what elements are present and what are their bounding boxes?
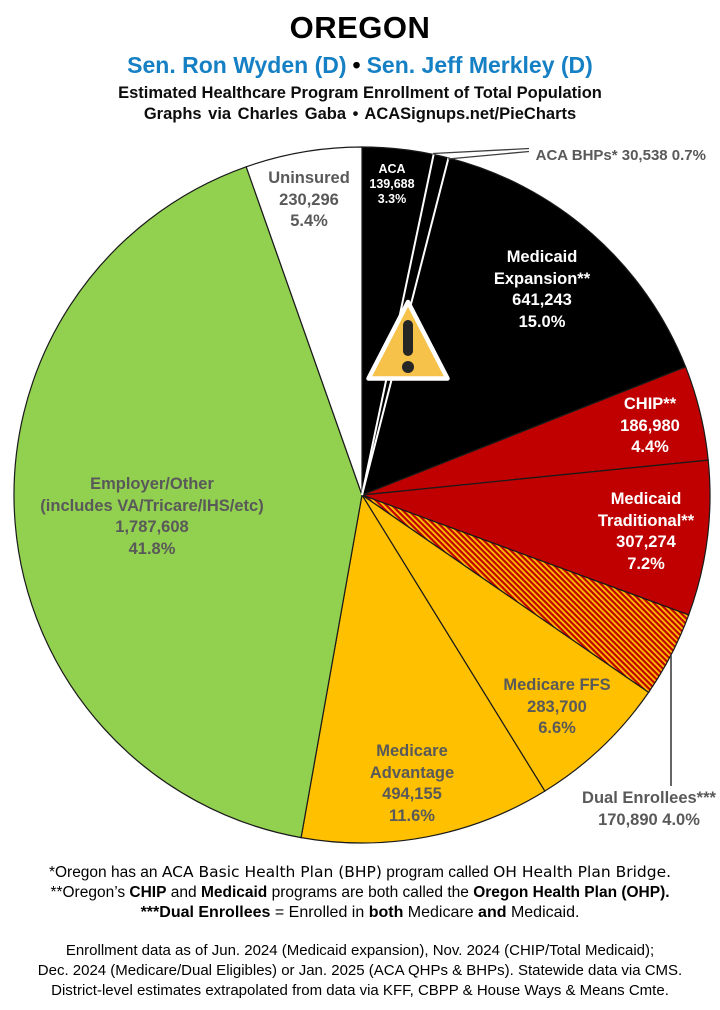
source-line-2: Dec. 2024 (Medicare/Dual Eligibles) or J…	[37, 962, 683, 979]
pie-chart: Uninsured 230,296 5.4% ACA 139,688 3.3% …	[0, 140, 720, 860]
pie-segment-employer-other	[13, 166, 363, 839]
pie-segment-medicaid-expansion	[361, 157, 687, 496]
footnote-bhp: *Oregon has an ACA Basic Health Plan (BH…	[48, 863, 672, 881]
pie-segment-medicare-advantage	[300, 493, 546, 844]
page-title: OREGON	[289, 10, 431, 45]
pie-segment-medicare-ffs	[361, 494, 650, 792]
chart-subtitle: Estimated Healthcare Program Enrollment …	[118, 84, 602, 102]
source-line-1: Enrollment data as of Jun. 2024 (Medicai…	[65, 942, 655, 959]
warning-exclamation-bar	[403, 320, 413, 356]
header: OREGON Sen. Ron Wyden (D) • Sen. Jeff Merk…	[0, 0, 720, 124]
senators-line: Sen. Ron Wyden (D) • Sen. Jeff Merkley (D)	[0, 52, 720, 79]
source-note: Enrollment data as of Jun. 2024 (Medicai…	[0, 941, 720, 1001]
bhp-leader-line-lower	[447, 150, 530, 160]
source-line-3: District-level estimates extrapolated fr…	[51, 982, 669, 999]
footnote-dual: ***Dual Enrollees = Enrolled in both Med…	[140, 904, 580, 921]
warning-exclamation-dot	[402, 361, 414, 373]
senator-1: Sen. Ron Wyden (D)	[127, 52, 347, 78]
senator-2: Sen. Jeff Merkley (D)	[366, 52, 593, 78]
bullet-separator: •	[352, 52, 361, 78]
chart-credit: Graphs via Charles Gaba • ACASignups.net…	[143, 105, 577, 123]
bhp-leader-line-upper	[432, 147, 530, 155]
warning-icon	[366, 299, 450, 381]
pie-svg	[13, 146, 711, 844]
footnotes: *Oregon has an ACA Basic Health Plan (BH…	[0, 862, 720, 923]
pie-segment-medicaid-traditional	[361, 459, 711, 616]
pie-segment-uninsured	[245, 146, 363, 496]
footnote-ohp: **Oregon’s CHIP and Medicaid programs ar…	[50, 884, 670, 901]
